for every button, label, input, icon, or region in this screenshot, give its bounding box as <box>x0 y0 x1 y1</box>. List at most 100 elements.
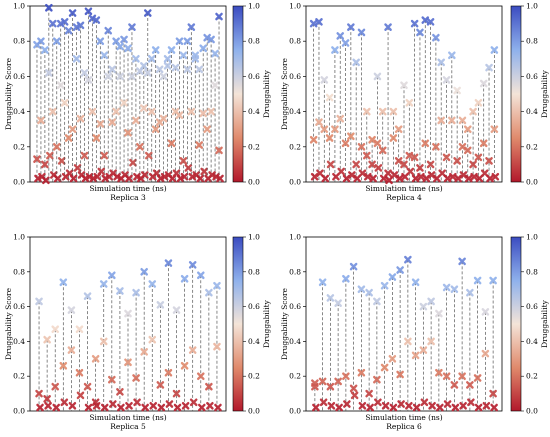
data-point <box>411 351 420 360</box>
data-point <box>96 120 105 128</box>
data-point <box>72 55 81 63</box>
data-point <box>466 288 474 297</box>
data-point <box>163 55 172 63</box>
colorbar-tick-label: 0.8 <box>526 37 538 46</box>
panel-caption: Replica 4 <box>386 193 422 202</box>
data-point <box>473 374 482 382</box>
data-point <box>349 384 358 393</box>
data-point <box>52 143 61 151</box>
data-point <box>363 107 371 116</box>
data-point <box>326 160 335 169</box>
data-point <box>143 9 152 17</box>
data-point <box>213 281 221 290</box>
data-point <box>442 76 451 84</box>
data-point <box>331 46 339 54</box>
data-point <box>388 355 397 363</box>
colorbar <box>510 5 522 183</box>
y-tick-label: 0.2 <box>289 142 301 151</box>
data-point <box>200 167 208 176</box>
data-point <box>381 401 390 410</box>
data-point <box>473 276 482 285</box>
data-point <box>490 125 499 133</box>
data-point <box>342 274 350 283</box>
colorbar-tick-label: 1.0 <box>526 2 538 11</box>
data-point <box>189 398 198 407</box>
data-point <box>373 375 381 384</box>
data-point <box>364 172 372 181</box>
data-point <box>124 309 132 318</box>
data-point <box>343 400 351 408</box>
data-point <box>187 23 196 31</box>
data-point <box>443 400 452 408</box>
data-point <box>148 335 157 344</box>
data-point <box>92 401 101 410</box>
data-point <box>420 398 429 407</box>
data-point <box>104 72 113 81</box>
data-point <box>124 128 132 137</box>
data-point <box>108 65 116 74</box>
colorbar-tick-label: 0.2 <box>526 142 538 151</box>
data-point <box>311 382 319 391</box>
data-point <box>459 171 468 179</box>
data-point <box>422 174 431 183</box>
colorbar-tick-label: 0.6 <box>526 72 538 81</box>
y-tick-label: 0.0 <box>13 407 25 416</box>
data-point <box>92 16 101 24</box>
data-point <box>368 135 376 144</box>
data-point <box>475 174 484 183</box>
data-point <box>458 257 466 266</box>
data-point <box>56 81 65 89</box>
data-point <box>389 134 398 142</box>
data-point <box>312 403 320 412</box>
colorbar-tick-label: 0.6 <box>248 302 260 311</box>
y-tick-label: 1.0 <box>13 233 25 242</box>
data-point <box>374 398 382 407</box>
data-point <box>136 143 144 151</box>
data-point <box>124 44 132 53</box>
data-point <box>76 114 85 123</box>
data-point <box>188 261 197 269</box>
data-point <box>183 37 192 45</box>
data-point <box>211 49 219 58</box>
data-point <box>389 403 398 412</box>
panel-caption: Replica 3 <box>110 193 146 202</box>
data-point <box>318 278 327 287</box>
y-tick-label: 0.4 <box>289 107 301 116</box>
panel-caption: Replica 5 <box>110 422 146 431</box>
data-point <box>84 76 93 84</box>
data-point <box>378 146 387 155</box>
data-point <box>167 46 176 54</box>
data-point <box>390 171 399 179</box>
data-point <box>52 403 61 412</box>
data-point <box>394 157 403 165</box>
data-point <box>196 372 205 380</box>
data-point <box>112 107 120 116</box>
data-point <box>396 370 404 379</box>
data-point <box>410 19 419 28</box>
data-point <box>369 174 377 183</box>
data-point <box>196 174 205 183</box>
data-point <box>75 325 84 334</box>
data-point <box>195 141 204 149</box>
y-tick-label: 0.0 <box>289 178 301 187</box>
data-point <box>175 111 184 119</box>
data-point <box>421 16 430 24</box>
data-point <box>357 28 366 37</box>
data-point <box>116 388 124 396</box>
colorbar-tick-label: 0.0 <box>526 178 538 187</box>
data-point <box>35 297 43 306</box>
data-point <box>397 400 405 408</box>
data-point <box>91 355 100 363</box>
data-point <box>68 401 77 410</box>
data-point <box>448 51 456 60</box>
data-point <box>326 294 335 302</box>
data-point <box>149 401 158 410</box>
data-point <box>349 262 358 271</box>
data-point <box>100 403 109 412</box>
data-point <box>479 79 488 88</box>
data-point <box>348 171 356 179</box>
data-point <box>46 151 54 160</box>
data-point <box>124 358 132 367</box>
data-point <box>181 401 190 410</box>
